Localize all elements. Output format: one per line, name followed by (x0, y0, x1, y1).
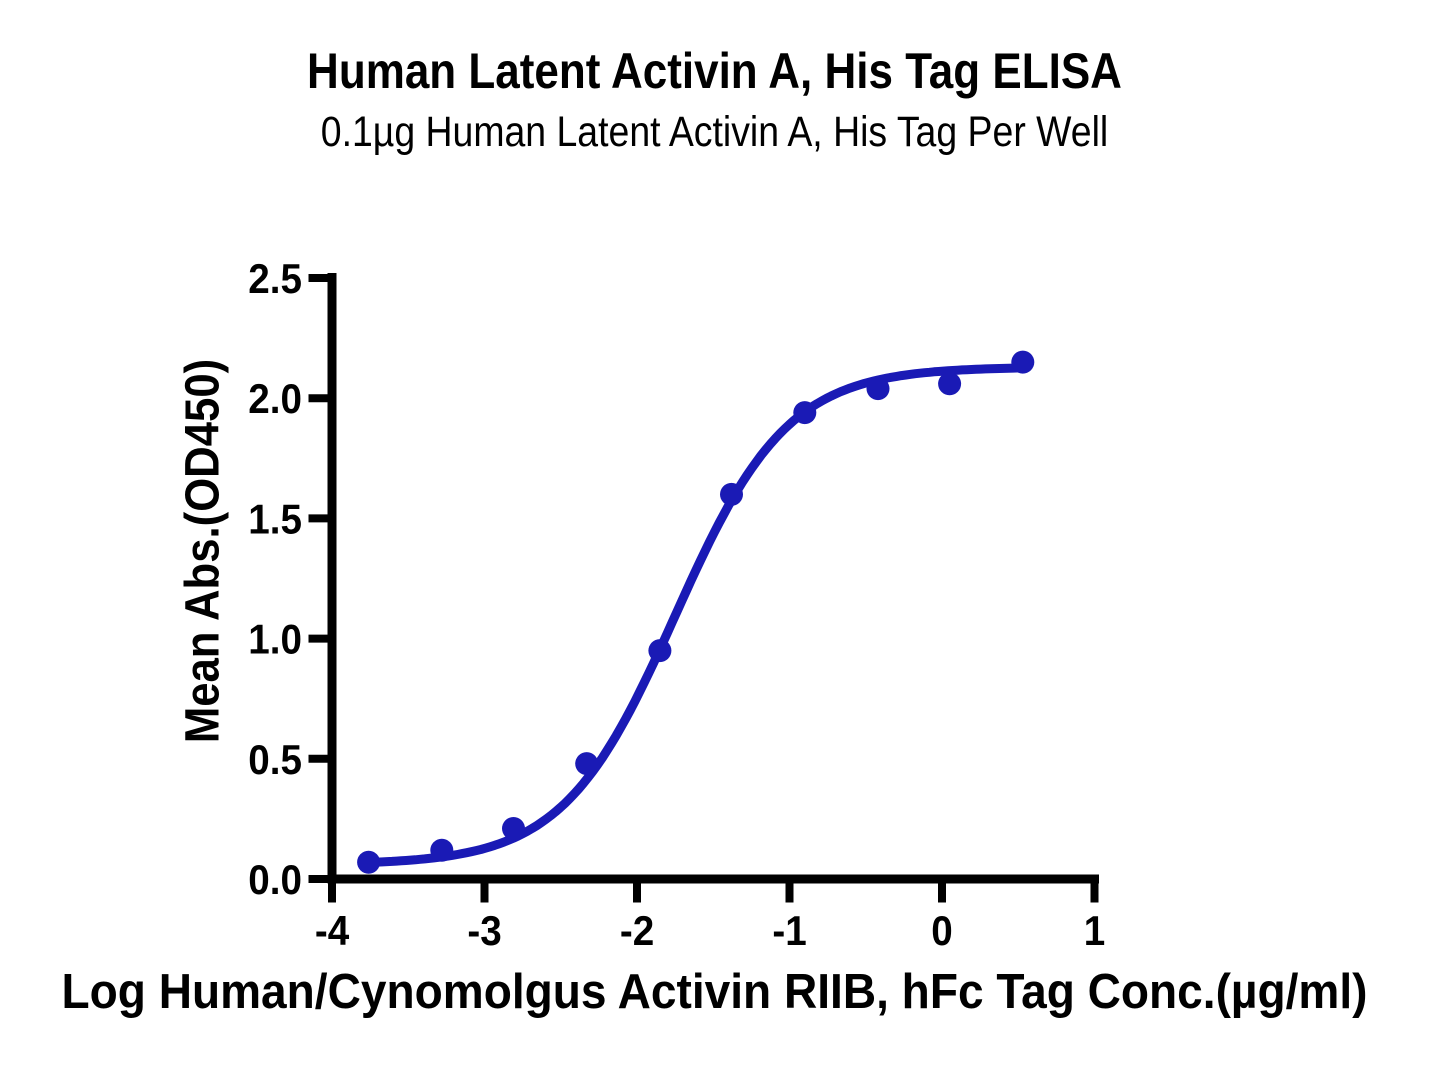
data-point (648, 639, 672, 663)
y-tick-label: 2.0 (248, 375, 302, 423)
x-tick-label: -3 (467, 906, 501, 954)
x-tick-label: -1 (772, 906, 806, 954)
x-axis-title: Log Human/Cynomolgus Activin RIIB, hFc T… (61, 965, 1368, 1019)
data-point (502, 817, 525, 840)
chart-subtitle: 0.1µg Human Latent Activin A, His Tag Pe… (320, 108, 1109, 156)
y-tick-label: 1.5 (248, 495, 302, 543)
y-tick-label: 0.5 (248, 735, 302, 783)
data-point (575, 752, 599, 776)
chart-title: Human Latent Activin A, His Tag ELISA (307, 43, 1122, 99)
x-tick-label: 0 (931, 906, 952, 954)
data-point (938, 372, 962, 396)
y-tick-label: 2.5 (248, 254, 302, 302)
data-point (720, 482, 743, 506)
y-tick-label: 1.0 (248, 615, 302, 663)
data-point (866, 377, 890, 401)
x-tick-label: -4 (315, 906, 350, 954)
y-tick-label: 0.0 (248, 855, 302, 903)
data-point (357, 850, 381, 874)
dose-response-curve (364, 363, 1028, 867)
x-tick-label: 1 (1084, 906, 1105, 954)
data-point (430, 838, 454, 862)
data-point (1011, 350, 1035, 374)
x-tick-label: -2 (620, 906, 654, 954)
data-point (793, 401, 817, 425)
